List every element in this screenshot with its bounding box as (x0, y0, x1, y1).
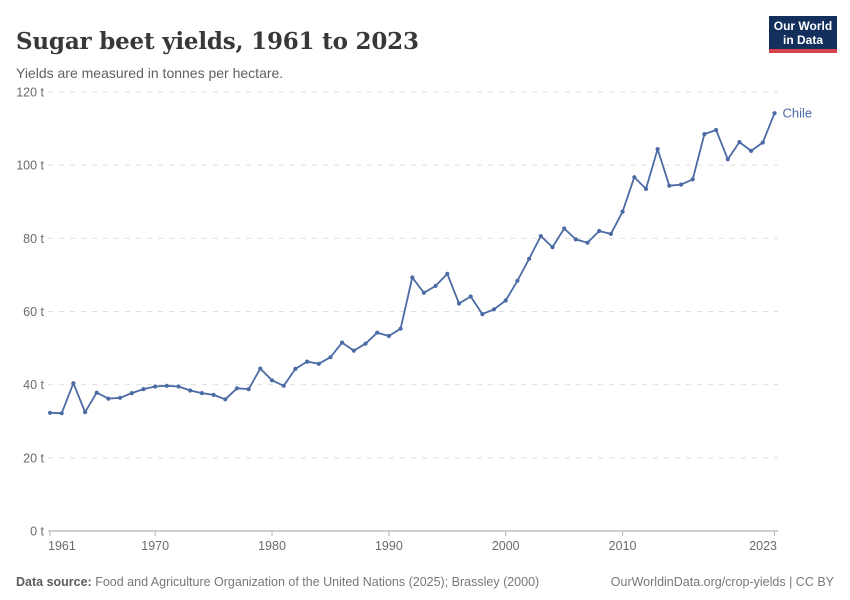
data-point-marker[interactable] (59, 411, 64, 416)
data-point-marker[interactable] (71, 381, 76, 386)
data-point-marker[interactable] (269, 378, 275, 383)
data-point-marker[interactable] (141, 387, 146, 392)
data-point-marker[interactable] (503, 298, 508, 303)
data-point-marker[interactable] (188, 388, 193, 393)
data-point-marker[interactable] (562, 226, 567, 231)
owid-url-link[interactable]: OurWorldinData.org/crop-yields | CC BY (610, 575, 834, 589)
y-tick-label: 20 t (23, 451, 44, 465)
data-point-marker[interactable] (199, 391, 204, 396)
page-title: Sugar beet yields, 1961 to 2023 (16, 28, 419, 56)
data-point-marker[interactable] (293, 366, 298, 371)
data-point-marker[interactable] (515, 278, 520, 283)
series-end-label[interactable]: Chile (783, 106, 813, 121)
y-tick-label: 120 t (16, 86, 44, 100)
data-source-text: Data source: Food and Agriculture Organi… (16, 575, 539, 589)
data-point-marker[interactable] (106, 396, 111, 401)
data-point-marker[interactable] (445, 271, 450, 276)
data-point-marker[interactable] (47, 410, 53, 415)
data-point-marker[interactable] (351, 348, 356, 353)
chart-footer: Data source: Food and Agriculture Organi… (16, 575, 834, 589)
data-point-marker[interactable] (702, 132, 707, 137)
data-point-marker[interactable] (550, 245, 555, 250)
y-tick-label: 80 t (23, 232, 44, 246)
data-point-marker[interactable] (281, 383, 286, 388)
chart-subtitle: Yields are measured in tonnes per hectar… (16, 65, 284, 81)
data-point-marker[interactable] (246, 387, 251, 392)
y-tick-label: 100 t (16, 159, 44, 173)
data-point-marker[interactable] (386, 333, 391, 339)
y-tick-label: 60 t (23, 305, 44, 319)
data-point-marker[interactable] (737, 140, 742, 145)
data-point-marker[interactable] (94, 390, 99, 395)
data-point-marker[interactable] (643, 186, 649, 191)
data-point-marker[interactable] (585, 240, 590, 245)
data-point-marker[interactable] (491, 307, 497, 312)
data-point-marker[interactable] (538, 234, 543, 239)
data-point-marker[interactable] (433, 283, 438, 288)
data-point-marker[interactable] (527, 256, 532, 261)
data-source-value: Food and Agriculture Organization of the… (91, 575, 540, 589)
data-point-marker[interactable] (363, 341, 368, 346)
data-point-marker[interactable] (608, 231, 614, 236)
data-point-marker[interactable] (597, 228, 602, 234)
data-point-marker[interactable] (164, 383, 169, 388)
data-point-marker[interactable] (421, 290, 426, 295)
data-point-marker[interactable] (749, 148, 754, 153)
owid-logo[interactable]: Our World in Data (769, 16, 837, 53)
y-tick-label: 0 t (30, 525, 44, 539)
data-point-marker[interactable] (725, 157, 730, 162)
x-tick-label: 2000 (492, 539, 520, 553)
x-tick-label: 1970 (141, 539, 169, 553)
data-point-marker[interactable] (223, 397, 228, 402)
data-source-label: Data source: (16, 575, 92, 589)
y-tick-label: 40 t (23, 378, 44, 392)
data-point-marker[interactable] (573, 237, 578, 242)
data-point-marker[interactable] (211, 392, 216, 397)
owid-logo-line2: in Data (782, 33, 823, 47)
x-tick-label: 1990 (375, 539, 403, 553)
data-point-marker[interactable] (234, 386, 240, 391)
x-tick-label: 2023 (749, 539, 777, 553)
data-point-marker[interactable] (340, 340, 345, 345)
data-point-marker[interactable] (678, 182, 684, 187)
x-tick-label: 1961 (48, 539, 76, 553)
data-point-marker[interactable] (468, 294, 473, 299)
series-line-chile[interactable] (49, 112, 776, 415)
data-point-marker[interactable] (456, 301, 462, 306)
data-point-marker[interactable] (760, 140, 765, 145)
data-point-marker[interactable] (118, 395, 123, 400)
data-point-marker[interactable] (632, 175, 637, 180)
data-point-marker[interactable] (129, 391, 134, 396)
data-point-marker[interactable] (83, 410, 88, 415)
data-point-marker[interactable] (328, 355, 333, 360)
data-point-marker[interactable] (772, 111, 777, 116)
data-point-marker[interactable] (690, 177, 695, 182)
x-tick-label: 1980 (258, 539, 286, 553)
data-point-marker[interactable] (153, 384, 158, 389)
data-point-marker[interactable] (375, 330, 380, 335)
data-point-marker[interactable] (410, 275, 415, 280)
data-point-marker[interactable] (398, 326, 403, 331)
data-point-marker[interactable] (480, 312, 485, 317)
owid-logo-line1: Our World (773, 19, 833, 33)
data-point-marker[interactable] (655, 147, 660, 152)
data-point-marker[interactable] (620, 209, 625, 214)
x-tick-label: 2010 (609, 539, 637, 553)
data-point-marker[interactable] (258, 366, 263, 371)
data-point-marker[interactable] (305, 359, 310, 364)
data-point-marker[interactable] (316, 361, 321, 366)
data-point-marker[interactable] (667, 183, 672, 188)
data-point-marker[interactable] (714, 127, 719, 133)
data-point-marker[interactable] (176, 384, 181, 389)
